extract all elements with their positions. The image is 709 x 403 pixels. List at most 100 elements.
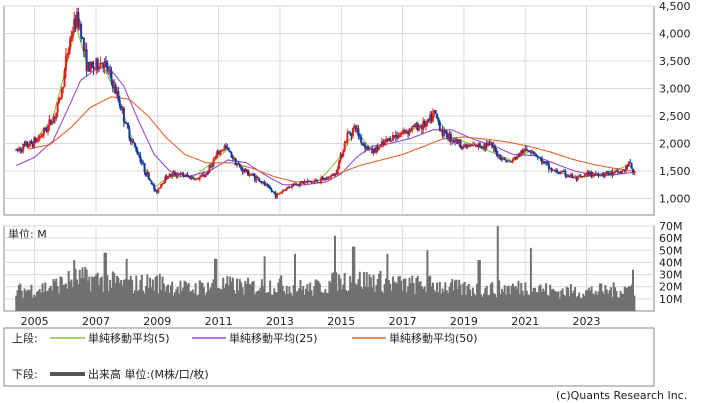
volume-bar: [496, 226, 499, 311]
volume-bar: [118, 282, 121, 311]
volume-bar: [317, 280, 320, 311]
candle-body: [292, 183, 295, 186]
candle-body: [96, 58, 99, 70]
volume-bar: [560, 290, 563, 311]
legend: 上段: 単純移動平均(5) 単純移動平均(25) 単純移動平均(50) 下段: …: [3, 327, 655, 387]
candle-body: [534, 153, 537, 155]
candle-body: [466, 145, 469, 148]
volume-bar: [171, 281, 174, 311]
volume-bar: [136, 291, 139, 311]
volume-bar: [124, 279, 127, 311]
candle-body: [325, 178, 328, 180]
candle-body: [583, 174, 586, 177]
volume-bar: [488, 294, 491, 311]
candle-body: [140, 161, 143, 163]
volume-bar: [594, 290, 597, 311]
volume-bar: [71, 287, 74, 311]
volume-bar: [175, 289, 178, 311]
candle-body: [396, 135, 399, 139]
candle-body: [67, 48, 70, 55]
volume-bar: [454, 280, 457, 311]
volume-bar: [383, 284, 386, 311]
volume-bar: [296, 291, 299, 311]
candle-body: [70, 36, 73, 39]
volume-bar: [202, 287, 205, 311]
x-tick-label: 2023: [573, 315, 601, 328]
candle-body: [593, 173, 596, 175]
candle-body: [456, 139, 459, 144]
candle-body: [260, 181, 263, 184]
volume-bar: [506, 286, 509, 311]
volume-bar: [495, 297, 498, 311]
candle-body: [24, 141, 27, 145]
volume-bar: [307, 291, 310, 311]
volume-bar: [423, 286, 426, 311]
candle-body: [120, 106, 123, 110]
candle-body: [157, 188, 160, 193]
volume-bar: [605, 289, 608, 311]
volume-bar: [590, 286, 593, 311]
volume-bar: [299, 279, 302, 311]
volume-bar: [147, 288, 150, 311]
volume-bar: [578, 292, 581, 311]
candle-body: [524, 149, 527, 151]
volume-bar: [325, 293, 328, 311]
candle-body: [200, 175, 203, 178]
candle-body: [127, 123, 130, 129]
candle-body: [118, 99, 121, 107]
volume-bar: [48, 287, 51, 311]
candle-body: [125, 123, 128, 125]
volume-bar: [67, 270, 70, 311]
volume-bar: [408, 277, 411, 311]
candle-body: [115, 91, 118, 94]
candle-body: [314, 180, 317, 182]
candle-body: [546, 161, 549, 164]
candle-body: [270, 189, 273, 192]
volume-bar: [523, 295, 525, 311]
candle-body: [491, 142, 494, 149]
volume-bar: [558, 298, 561, 311]
volume-bar: [318, 283, 321, 311]
volume-bar: [285, 285, 288, 311]
volume-bar: [273, 288, 276, 311]
volume-bar: [627, 286, 630, 311]
volume-bar: [478, 260, 481, 311]
candle-body: [263, 181, 266, 186]
candle-body: [332, 174, 335, 176]
candle-body: [278, 193, 281, 195]
volume-bar: [111, 271, 114, 311]
candle-body: [172, 172, 175, 174]
volume-bar: [164, 291, 167, 311]
candle-body: [438, 122, 441, 131]
volume-bar: [260, 279, 263, 311]
candle-body: [482, 146, 485, 149]
candle-body: [411, 126, 414, 131]
candle-body: [182, 172, 185, 176]
volume-bar: [396, 283, 399, 311]
candle-body: [478, 143, 481, 147]
candle-body: [527, 150, 530, 152]
volume-bar: [179, 280, 182, 311]
volume-bar: [583, 296, 586, 311]
volume-bar: [29, 290, 32, 311]
x-tick-label: 2007: [82, 315, 110, 328]
volume-bar: [70, 279, 73, 311]
volume-bar: [180, 290, 183, 311]
candle-body: [480, 146, 483, 148]
candle-body: [368, 148, 371, 150]
price-y-axis: 1,000 1,500 2,000 2,500 3,000 3,500 4,000 4,500: [659, 0, 691, 206]
volume-bar: [178, 293, 181, 311]
candle-body: [398, 134, 401, 138]
volume-bar: [309, 282, 312, 311]
candle-body: [572, 176, 575, 178]
volume-bar: [390, 290, 393, 311]
volume-bar: [335, 272, 338, 311]
volume-bar: [568, 296, 571, 311]
volume-bar: [387, 280, 390, 311]
candle-body: [316, 180, 319, 183]
candle-body: [197, 178, 200, 180]
volume-bar: [59, 276, 62, 311]
volume-y-tick-label: 50M: [659, 244, 683, 257]
volume-bar: [320, 291, 323, 311]
candle-body: [309, 180, 312, 182]
